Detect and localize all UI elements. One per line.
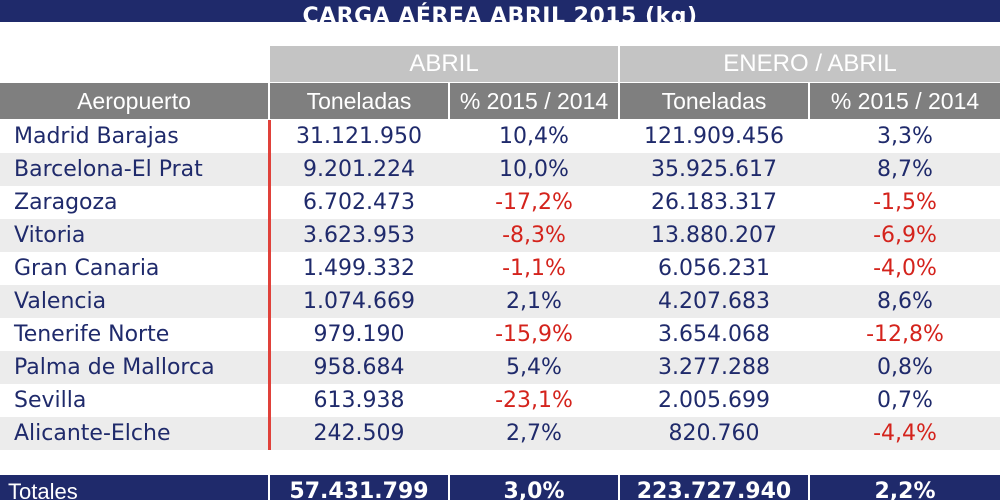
tons-abril-cell: 6.702.473 [303,190,415,215]
tons-abril-cell: 31.121.950 [296,124,422,149]
pct-acum-cell: 8,6% [877,289,933,314]
tons-acum-cell: 6.056.231 [658,256,770,281]
pct-abril-cell: -15,9% [495,322,573,347]
airport-name: Zaragoza [14,190,118,215]
pct-abril-cell: 10,0% [499,157,569,182]
airport-name: Alicante-Elche [14,421,171,446]
pct-abril-cell: 2,7% [506,421,562,446]
airport-name: Sevilla [14,388,87,413]
tons-acum-cell: 121.909.456 [644,124,784,149]
totals-row: Totales 57.431.799 3,0% 223.727.940 2,2% [0,475,1000,500]
tons-acum-cell: 3.654.068 [658,322,770,347]
tons-acum-cell: 3.277.288 [658,355,770,380]
airport-name: Tenerife Norte [14,322,170,347]
table-row: Tenerife Norte 979.190 -15,9% 3.654.068 -12,… [0,318,1000,351]
tons-abril-cell: 1.074.669 [303,289,415,314]
pct-acum-cell: -12,8% [866,322,944,347]
column-header-tons-acum: Toneladas [620,83,808,119]
totals-label: Totales [8,478,78,500]
totals-pct-acum: 2,2% [874,479,936,500]
table-row: Gran Canaria 1.499.332 -1,1% 6.056.231 -4,0% [0,252,1000,285]
group-header-enero-abril: ENERO / ABRIL [620,46,1000,82]
pct-acum-cell: -1,5% [873,190,937,215]
tons-abril-cell: 9.201.224 [303,157,415,182]
table-row: Palma de Mallorca 958.684 5,4% 3.277.288 0,8… [0,351,1000,384]
table-row: Zaragoza 6.702.473 -17,2% 26.183.317 -1,5% [0,186,1000,219]
airport-name: Gran Canaria [14,256,160,281]
tons-abril-cell: 613.938 [313,388,405,413]
column-header-tons-abril: Toneladas [270,83,448,119]
airport-name: Barcelona-El Prat [14,157,203,182]
pct-abril-cell: 10,4% [499,124,569,149]
red-divider-line [268,120,271,450]
totals-pct-abril: 3,0% [503,479,565,500]
pct-acum-cell: 3,3% [877,124,933,149]
pct-acum-cell: 0,7% [877,388,933,413]
group-header-abril: ABRIL [270,46,618,82]
tons-acum-cell: 13.880.207 [651,223,777,248]
pct-abril-cell: -23,1% [495,388,573,413]
airport-name: Madrid Barajas [14,124,179,149]
table-row: Vitoria 3.623.953 -8,3% 13.880.207 -6,9% [0,219,1000,252]
pct-abril-cell: -8,3% [502,223,566,248]
table-title-bar: CARGA AÉREA ABRIL 2015 (kg) [0,0,1000,22]
airport-name: Palma de Mallorca [14,355,215,380]
tons-abril-cell: 979.190 [313,322,405,347]
column-header-airport: Aeropuerto [0,83,268,119]
table-row: Barcelona-El Prat 9.201.224 10,0% 35.925.61… [0,153,1000,186]
tons-abril-cell: 1.499.332 [303,256,415,281]
pct-abril-cell: 2,1% [506,289,562,314]
tons-acum-cell: 820.760 [668,421,760,446]
tons-abril-cell: 958.684 [313,355,405,380]
pct-acum-cell: -4,0% [873,256,937,281]
tons-abril-cell: 3.623.953 [303,223,415,248]
pct-acum-cell: 8,7% [877,157,933,182]
column-header-pct-abril: % 2015 / 2014 [450,83,618,119]
totals-tons-abril: 57.431.799 [289,479,429,500]
pct-acum-cell: -6,9% [873,223,937,248]
tons-abril-cell: 242.509 [313,421,405,446]
tons-acum-cell: 2.005.699 [658,388,770,413]
pct-abril-cell: -1,1% [502,256,566,281]
airport-name: Valencia [14,289,107,314]
table-row: Valencia 1.074.669 2,1% 4.207.683 8,6% [0,285,1000,318]
pct-abril-cell: 5,4% [506,355,562,380]
tons-acum-cell: 35.925.617 [651,157,777,182]
table-row: Alicante-Elche 242.509 2,7% 820.760 -4,4% [0,417,1000,450]
table-row: Sevilla 613.938 -23,1% 2.005.699 0,7% [0,384,1000,417]
table-title: CARGA AÉREA ABRIL 2015 (kg) [302,4,698,23]
table-row: Madrid Barajas 31.121.950 10,4% 121.909.456… [0,120,1000,153]
totals-tons-acum: 223.727.940 [636,479,792,500]
tons-acum-cell: 26.183.317 [651,190,777,215]
totals-separator [268,475,270,500]
airport-name: Vitoria [14,223,86,248]
totals-separator [448,475,450,500]
totals-separator [808,475,810,500]
column-header-pct-acum: % 2015 / 2014 [810,83,1000,119]
column-header-row: Aeropuerto Toneladas % 2015 / 2014 Tonel… [0,83,1000,119]
pct-abril-cell: -17,2% [495,190,573,215]
pct-acum-cell: -4,4% [873,421,937,446]
pct-acum-cell: 0,8% [877,355,933,380]
tons-acum-cell: 4.207.683 [658,289,770,314]
totals-separator [618,475,620,500]
